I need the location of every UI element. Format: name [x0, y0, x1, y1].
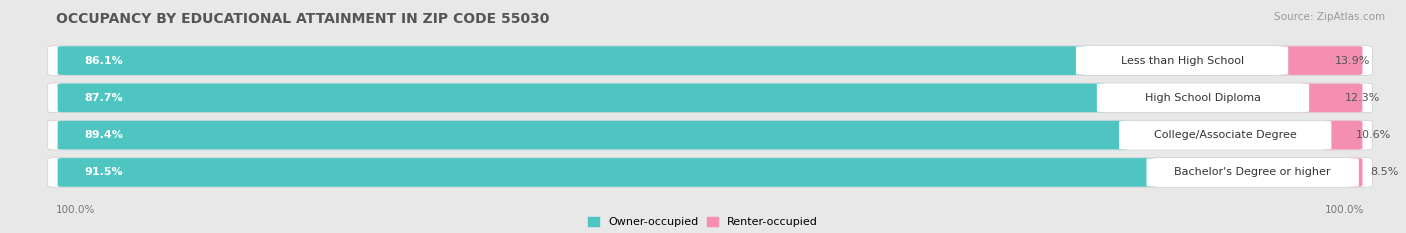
Text: OCCUPANCY BY EDUCATIONAL ATTAINMENT IN ZIP CODE 55030: OCCUPANCY BY EDUCATIONAL ATTAINMENT IN Z…	[56, 12, 550, 26]
Legend: Owner-occupied, Renter-occupied: Owner-occupied, Renter-occupied	[588, 217, 818, 227]
Text: 86.1%: 86.1%	[84, 56, 124, 65]
Text: 13.9%: 13.9%	[1334, 56, 1369, 65]
Text: 91.5%: 91.5%	[84, 168, 122, 177]
Text: Source: ZipAtlas.com: Source: ZipAtlas.com	[1274, 12, 1385, 22]
Text: High School Diploma: High School Diploma	[1144, 93, 1261, 103]
Text: 10.6%: 10.6%	[1355, 130, 1392, 140]
Text: 100.0%: 100.0%	[56, 205, 96, 215]
Text: Bachelor's Degree or higher: Bachelor's Degree or higher	[1174, 168, 1331, 177]
Text: 87.7%: 87.7%	[84, 93, 122, 103]
Text: College/Associate Degree: College/Associate Degree	[1154, 130, 1296, 140]
Text: 100.0%: 100.0%	[1324, 205, 1364, 215]
Text: 89.4%: 89.4%	[84, 130, 124, 140]
Text: 8.5%: 8.5%	[1369, 168, 1398, 177]
Text: Less than High School: Less than High School	[1121, 56, 1244, 65]
Text: 12.3%: 12.3%	[1346, 93, 1381, 103]
